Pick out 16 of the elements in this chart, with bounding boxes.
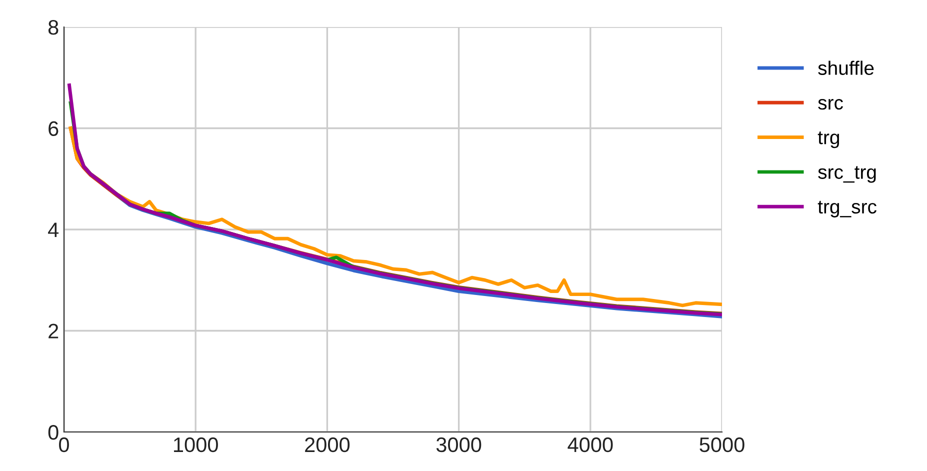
legend-label: src_trg — [818, 166, 876, 183]
x-tick-label: 5000 — [700, 437, 744, 452]
x-tick-label: 2000 — [305, 437, 350, 452]
y-tick-label: 2 — [48, 324, 58, 338]
y-tick-label: 6 — [48, 121, 58, 136]
legend-label: shuffle — [818, 60, 874, 75]
legend-label: src — [818, 98, 843, 110]
x-tick-label: 1000 — [174, 437, 218, 452]
y-tick-label: 0 — [48, 425, 58, 440]
x-tick-label: 0 — [59, 437, 69, 452]
y-tick-label: 4 — [48, 222, 59, 238]
y-tick-label: 8 — [48, 20, 58, 35]
x-tick-label: 4000 — [568, 437, 613, 452]
legend-label: trg_src — [818, 200, 876, 218]
legend-label: trg — [818, 132, 840, 148]
x-tick-label: 3000 — [436, 437, 482, 452]
